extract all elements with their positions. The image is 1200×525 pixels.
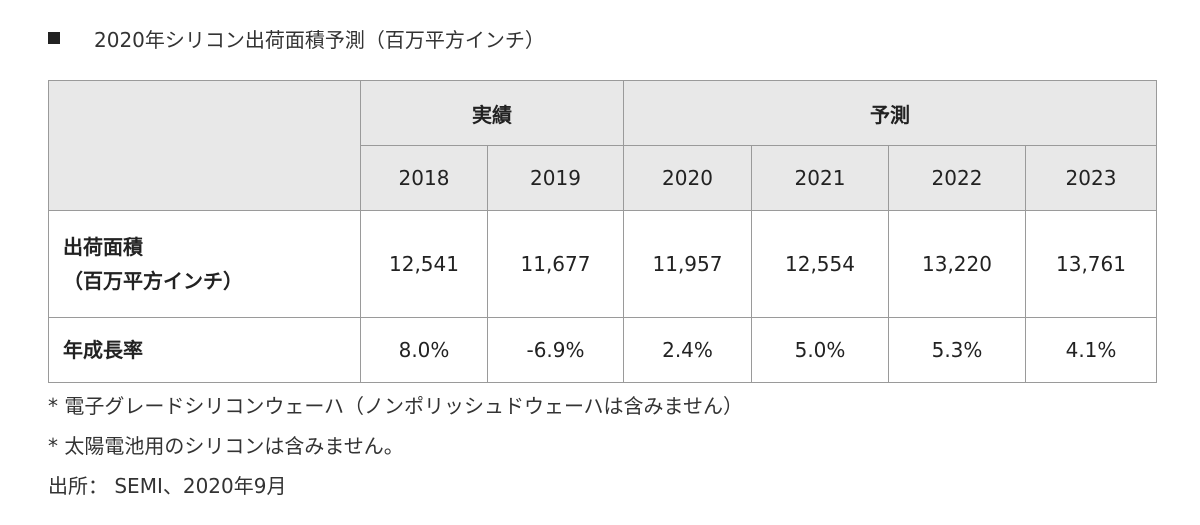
group-header-actual: 実績 [360,80,624,146]
heading-title: 2020年シリコン出荷面積予測（百万平方インチ） [94,27,545,52]
year-header: 2023 [1025,145,1157,211]
year-header: 2018 [360,145,488,211]
page-heading: 2020年シリコン出荷面積予測（百万平方インチ） [48,22,545,54]
source-note: 出所： SEMI、2020年9月 [48,474,287,498]
table-cell: 5.0% [751,317,889,383]
row-label-growth-rate: 年成長率 [48,317,361,383]
footnote-solar: * 太陽電池用のシリコンは含みません。 [48,434,404,458]
table-row-growth-rate: 年成長率 8.0% -6.9% 2.4% 5.0% 5.3% 4.1% [48,317,1157,383]
square-bullet-icon [48,32,60,44]
table-cell: 12,554 [751,210,889,318]
year-header: 2019 [487,145,624,211]
year-header: 2021 [751,145,889,211]
shipment-forecast-table: 実績 予測 2018 2019 2020 2021 2022 2023 出荷面積… [48,80,1157,383]
table-cell: 2.4% [623,317,752,383]
table-cell: 11,677 [487,210,624,318]
row-label-line1: 出荷面積 [63,235,143,259]
table-cell: -6.9% [487,317,624,383]
table-cell: 13,220 [888,210,1026,318]
table-cell: 5.3% [888,317,1026,383]
row-label-line2: （百万平方インチ） [63,269,243,293]
row-label-shipment-area: 出荷面積 （百万平方インチ） [48,210,361,318]
table-cell: 8.0% [360,317,488,383]
table-cell: 11,957 [623,210,752,318]
year-header: 2022 [888,145,1026,211]
table-cell: 12,541 [360,210,488,318]
year-header: 2020 [623,145,752,211]
footnote-wafer: * 電子グレードシリコンウェーハ（ノンポリッシュドウェーハは含みません） [48,394,743,418]
group-header-forecast: 予測 [623,80,1157,146]
table-row-shipment-area: 出荷面積 （百万平方インチ） 12,541 11,677 11,957 12,5… [48,210,1157,318]
table-cell: 13,761 [1025,210,1157,318]
table-cell: 4.1% [1025,317,1157,383]
corner-header-cell [48,80,361,211]
